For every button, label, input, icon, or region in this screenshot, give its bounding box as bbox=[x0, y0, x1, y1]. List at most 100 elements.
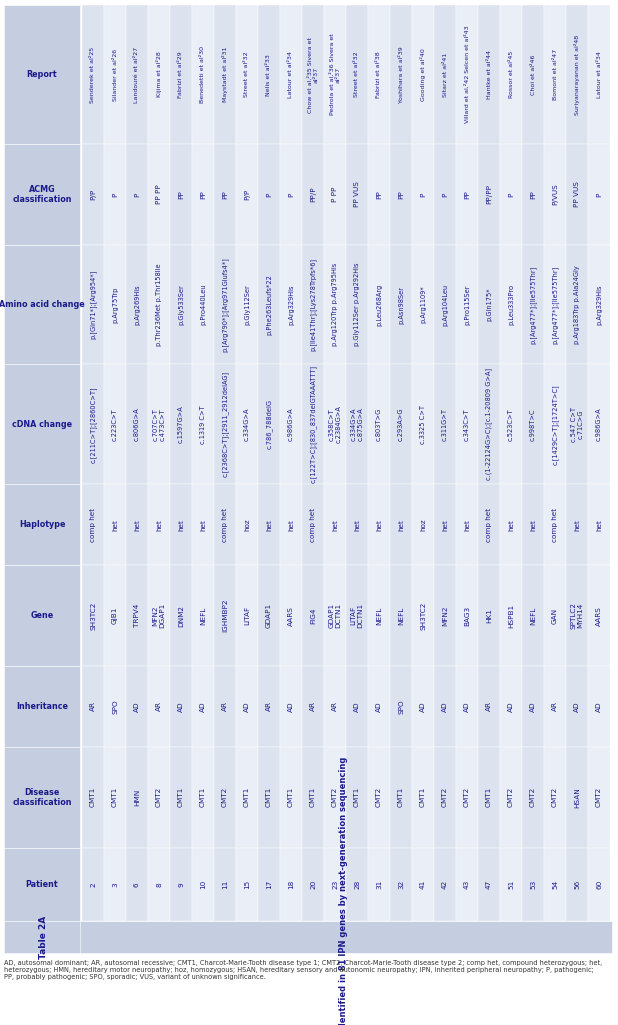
Bar bbox=[544, 245, 566, 365]
Bar bbox=[302, 245, 324, 365]
Bar bbox=[148, 5, 170, 145]
Bar bbox=[280, 566, 302, 666]
Text: P: P bbox=[112, 193, 118, 197]
Bar bbox=[170, 365, 192, 484]
Text: CMT2: CMT2 bbox=[508, 787, 514, 808]
Bar bbox=[544, 5, 566, 145]
Bar bbox=[324, 484, 346, 566]
Bar bbox=[4, 747, 80, 848]
Text: AD: AD bbox=[442, 701, 448, 711]
Text: CMT1: CMT1 bbox=[266, 787, 272, 808]
Text: PP: PP bbox=[178, 190, 184, 199]
Text: AD: AD bbox=[200, 701, 206, 711]
Bar bbox=[500, 747, 522, 848]
Text: 11: 11 bbox=[222, 879, 228, 889]
Bar bbox=[456, 747, 478, 848]
Bar bbox=[236, 566, 258, 666]
Bar bbox=[170, 747, 192, 848]
Text: PP: PP bbox=[530, 190, 536, 199]
Bar bbox=[390, 245, 412, 365]
Bar bbox=[82, 484, 104, 566]
Bar bbox=[456, 566, 478, 666]
Text: comp het: comp het bbox=[310, 507, 316, 542]
Text: Table 2A: Table 2A bbox=[40, 915, 48, 958]
Bar bbox=[390, 566, 412, 666]
Text: het: het bbox=[574, 519, 580, 531]
Bar bbox=[522, 747, 544, 848]
Bar bbox=[456, 666, 478, 747]
Text: PP/PP: PP/PP bbox=[486, 184, 492, 204]
Text: het: het bbox=[266, 519, 272, 531]
Text: PP VUS: PP VUS bbox=[574, 181, 580, 207]
Bar bbox=[434, 747, 456, 848]
Bar bbox=[500, 5, 522, 145]
Bar bbox=[258, 848, 280, 921]
Text: p.Gly112Ser: p.Gly112Ser bbox=[244, 284, 250, 325]
Text: p.Leu333Pro: p.Leu333Pro bbox=[508, 284, 514, 325]
Bar bbox=[192, 747, 214, 848]
Bar bbox=[236, 666, 258, 747]
Bar bbox=[170, 145, 192, 245]
Text: AARS: AARS bbox=[288, 606, 294, 625]
Text: HSAN: HSAN bbox=[574, 787, 580, 808]
Text: p.[Arg477*];[Ile575Thr]: p.[Arg477*];[Ile575Thr] bbox=[552, 265, 559, 343]
Bar bbox=[500, 848, 522, 921]
Text: 32: 32 bbox=[398, 879, 404, 889]
Text: comp het: comp het bbox=[486, 507, 492, 542]
Text: 10: 10 bbox=[200, 879, 206, 889]
Text: MFN2
DGAP1: MFN2 DGAP1 bbox=[153, 603, 166, 628]
Bar bbox=[346, 365, 368, 484]
Text: c.223C>T: c.223C>T bbox=[112, 408, 118, 441]
Text: cDNA change: cDNA change bbox=[12, 420, 72, 428]
Bar bbox=[236, 484, 258, 566]
Bar bbox=[522, 566, 544, 666]
Bar bbox=[390, 145, 412, 245]
Bar bbox=[456, 848, 478, 921]
Bar bbox=[214, 5, 236, 145]
Bar bbox=[368, 747, 390, 848]
Bar bbox=[324, 666, 346, 747]
Text: 51: 51 bbox=[508, 879, 514, 889]
Text: Street et al²32: Street et al²32 bbox=[245, 51, 250, 97]
Text: AR: AR bbox=[486, 701, 492, 711]
Bar bbox=[368, 365, 390, 484]
Bar bbox=[346, 5, 368, 145]
Text: PP: PP bbox=[200, 190, 206, 199]
Text: p.Arg104Leu: p.Arg104Leu bbox=[442, 284, 448, 326]
Text: p.Gly112Ser p.Arg292His: p.Gly112Ser p.Arg292His bbox=[354, 262, 360, 346]
Text: 56: 56 bbox=[574, 879, 580, 889]
Text: P: P bbox=[288, 193, 294, 197]
Text: NEFL: NEFL bbox=[200, 607, 206, 625]
Text: Latour et al²34: Latour et al²34 bbox=[596, 51, 601, 98]
Bar bbox=[192, 566, 214, 666]
Text: 23: 23 bbox=[332, 879, 338, 889]
Text: het: het bbox=[288, 519, 294, 531]
Bar bbox=[346, 566, 368, 666]
Bar bbox=[280, 365, 302, 484]
Text: p.[Arg790*];[Arg971Glufs4*]: p.[Arg790*];[Arg971Glufs4*] bbox=[222, 257, 229, 352]
Bar bbox=[104, 848, 126, 921]
Text: Kijima et al²28: Kijima et al²28 bbox=[156, 51, 162, 97]
Bar bbox=[280, 747, 302, 848]
Text: c.986G>A: c.986G>A bbox=[596, 408, 602, 441]
Text: c.334G>A
c.875G>A: c.334G>A c.875G>A bbox=[350, 408, 363, 441]
Text: 41: 41 bbox=[420, 879, 426, 889]
Bar bbox=[368, 5, 390, 145]
Text: 53: 53 bbox=[530, 879, 536, 889]
Bar bbox=[588, 5, 610, 145]
Text: het: het bbox=[596, 519, 602, 531]
Text: SH3TC2: SH3TC2 bbox=[420, 602, 426, 629]
Bar bbox=[522, 666, 544, 747]
Text: P: P bbox=[134, 193, 140, 197]
Text: P PP: P PP bbox=[332, 187, 338, 202]
Text: p.Gln175*: p.Gln175* bbox=[486, 288, 492, 322]
Bar bbox=[434, 484, 456, 566]
Text: TRPV4: TRPV4 bbox=[134, 604, 140, 627]
Bar bbox=[500, 666, 522, 747]
Text: p.Arg329His: p.Arg329His bbox=[288, 284, 294, 325]
Bar bbox=[566, 5, 588, 145]
Text: 15: 15 bbox=[244, 879, 250, 889]
Text: PP/P: PP/P bbox=[310, 187, 316, 202]
Text: CMT1: CMT1 bbox=[244, 787, 250, 808]
Text: Gooding et al²40: Gooding et al²40 bbox=[420, 48, 426, 100]
